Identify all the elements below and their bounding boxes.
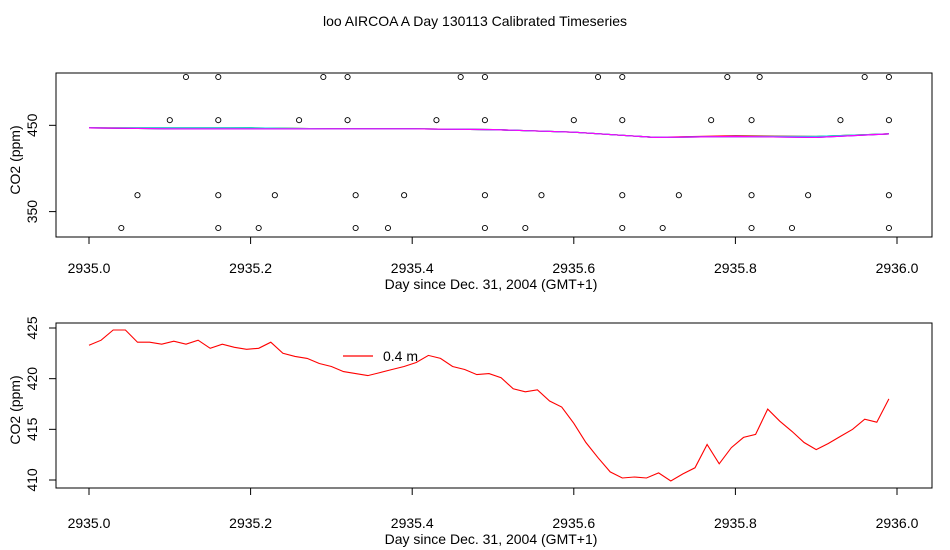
calibration-point bbox=[885, 117, 892, 124]
calibration-point bbox=[659, 224, 666, 232]
legend-label: 0.4 m bbox=[383, 348, 418, 364]
calibration-point bbox=[805, 192, 812, 199]
series-lines bbox=[88, 329, 890, 482]
calibration-point bbox=[748, 224, 755, 232]
calibration-point bbox=[215, 117, 222, 124]
y-axis-label: CO2 (ppm) bbox=[7, 125, 23, 194]
x-axis-label: Day since Dec. 31, 2004 (GMT+1) bbox=[385, 276, 598, 292]
x-tick-label: 2935.6 bbox=[552, 515, 595, 531]
x-tick-label: 2936.0 bbox=[876, 515, 919, 531]
x-tick-label: 2935.6 bbox=[552, 260, 595, 276]
calibration-point bbox=[118, 224, 125, 232]
calibration-point bbox=[538, 192, 545, 199]
legend: 0.4 m bbox=[343, 348, 418, 364]
calibration-point bbox=[748, 192, 755, 199]
calibration-point bbox=[352, 224, 359, 232]
x-axis: 2935.0 2935.2 2935.4 2935.6 2935.8 2936.0 bbox=[68, 488, 919, 531]
calibration-point bbox=[401, 192, 408, 199]
calibration-point bbox=[570, 117, 577, 124]
calibration-point bbox=[885, 224, 892, 232]
calibration-point bbox=[481, 117, 488, 124]
calibration-point bbox=[352, 192, 359, 199]
plot-frame bbox=[55, 322, 933, 489]
calibration-point bbox=[481, 73, 488, 81]
x-tick-label: 2935.8 bbox=[714, 260, 757, 276]
x-tick-label: 2935.2 bbox=[229, 515, 272, 531]
x-axis: 2935.0 2935.2 2935.4 2935.6 2935.8 2936.0 bbox=[68, 237, 919, 276]
calibration-point bbox=[885, 192, 892, 199]
calibration-point bbox=[619, 192, 626, 199]
calibration-point bbox=[182, 73, 190, 81]
calibration-point bbox=[756, 73, 763, 81]
y-axis: 410 415 420 425 bbox=[24, 316, 56, 492]
calibration-point bbox=[748, 117, 755, 124]
calibration-point bbox=[861, 73, 868, 81]
x-tick-label: 2935.0 bbox=[68, 515, 111, 531]
plot-frame bbox=[55, 72, 933, 238]
calibration-point bbox=[320, 73, 327, 81]
x-tick-label: 2936.0 bbox=[876, 260, 919, 276]
series-lines bbox=[88, 127, 889, 139]
calibration-point bbox=[522, 224, 529, 232]
y-tick-label: 450 bbox=[24, 113, 40, 137]
calibration-point bbox=[134, 192, 141, 199]
figure-title: loo AIRCOA A Day 130113 Calibrated Times… bbox=[323, 13, 627, 29]
calibration-point bbox=[675, 192, 682, 199]
calibration-point bbox=[433, 117, 440, 124]
y-tick-label: 415 bbox=[24, 417, 40, 441]
calibration-panel: 2935.0 2935.2 2935.4 2935.6 2935.8 2936.0 350… bbox=[7, 72, 933, 292]
calibration-point bbox=[885, 73, 892, 81]
calibration-point bbox=[481, 224, 488, 232]
calibration-point bbox=[619, 73, 626, 81]
calibration-point bbox=[788, 224, 796, 232]
x-tick-label: 2935.0 bbox=[68, 260, 111, 276]
calibration-point bbox=[296, 117, 303, 124]
series-line bbox=[88, 329, 890, 482]
calibration-point bbox=[594, 73, 602, 81]
calibration-point bbox=[344, 117, 351, 124]
x-tick-label: 2935.2 bbox=[229, 260, 272, 276]
calibration-point bbox=[255, 224, 262, 232]
y-axis: 350 450 bbox=[24, 113, 56, 223]
calibration-point bbox=[215, 73, 222, 81]
y-axis-label: CO2 (ppm) bbox=[7, 375, 23, 444]
calibration-point bbox=[724, 73, 731, 81]
calibration-point bbox=[619, 117, 626, 124]
y-tick-label: 410 bbox=[24, 468, 40, 492]
timeseries-panel: 2935.0 2935.2 2935.4 2935.6 2935.8 2936.0 410… bbox=[7, 316, 933, 547]
y-tick-label: 425 bbox=[24, 316, 40, 340]
x-axis-label: Day since Dec. 31, 2004 (GMT+1) bbox=[385, 531, 598, 547]
x-tick-label: 2935.8 bbox=[714, 515, 757, 531]
calibration-point bbox=[708, 117, 715, 124]
calibration-point bbox=[215, 192, 222, 199]
calibration-point bbox=[837, 117, 844, 124]
calibration-point bbox=[481, 192, 488, 199]
calibration-point bbox=[619, 224, 626, 232]
y-tick-label: 420 bbox=[24, 367, 40, 391]
x-tick-label: 2935.4 bbox=[391, 260, 434, 276]
calibration-point bbox=[166, 117, 173, 124]
calibration-point bbox=[215, 224, 222, 232]
calibration-point bbox=[457, 73, 464, 81]
calibration-point bbox=[384, 224, 392, 232]
calibration-point bbox=[344, 73, 351, 81]
y-tick-label: 350 bbox=[24, 200, 40, 224]
x-tick-label: 2935.4 bbox=[391, 515, 434, 531]
calibration-points bbox=[118, 73, 892, 232]
series-line bbox=[88, 127, 889, 139]
calibration-point bbox=[271, 192, 278, 199]
